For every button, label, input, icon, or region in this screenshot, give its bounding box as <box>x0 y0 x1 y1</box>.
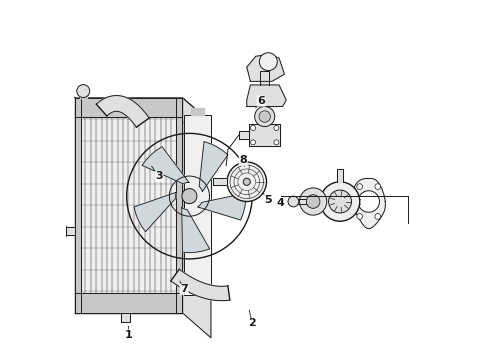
Text: 3: 3 <box>155 171 163 181</box>
Text: 6: 6 <box>257 96 265 106</box>
Polygon shape <box>239 131 249 139</box>
Circle shape <box>375 184 381 189</box>
Polygon shape <box>171 269 230 301</box>
Polygon shape <box>80 91 87 98</box>
Polygon shape <box>74 293 182 313</box>
Circle shape <box>358 191 379 212</box>
Circle shape <box>259 53 277 71</box>
Polygon shape <box>260 71 269 85</box>
Circle shape <box>243 178 250 185</box>
Polygon shape <box>97 95 149 127</box>
Circle shape <box>259 111 270 122</box>
Text: 8: 8 <box>239 155 247 165</box>
Polygon shape <box>134 192 176 232</box>
Text: 7: 7 <box>180 284 188 294</box>
Polygon shape <box>182 208 210 253</box>
Circle shape <box>182 189 197 204</box>
Polygon shape <box>66 227 74 234</box>
Polygon shape <box>247 85 286 107</box>
Polygon shape <box>182 98 211 338</box>
Polygon shape <box>74 98 182 313</box>
Circle shape <box>375 213 381 219</box>
Polygon shape <box>247 54 285 81</box>
Circle shape <box>250 140 256 145</box>
Circle shape <box>274 140 279 145</box>
Circle shape <box>250 126 256 131</box>
Polygon shape <box>74 98 81 313</box>
Polygon shape <box>294 199 313 204</box>
Polygon shape <box>142 147 189 184</box>
Polygon shape <box>213 178 227 185</box>
Polygon shape <box>191 108 204 115</box>
Polygon shape <box>176 98 182 313</box>
Circle shape <box>299 188 327 215</box>
Circle shape <box>329 190 351 213</box>
Text: 4: 4 <box>277 198 285 208</box>
Text: 2: 2 <box>248 319 256 328</box>
Polygon shape <box>249 125 280 146</box>
Polygon shape <box>198 193 246 220</box>
Polygon shape <box>352 179 385 229</box>
Polygon shape <box>337 169 343 182</box>
Circle shape <box>288 196 299 207</box>
Circle shape <box>357 213 363 219</box>
Circle shape <box>274 126 279 131</box>
Circle shape <box>255 107 275 127</box>
Circle shape <box>320 182 360 221</box>
Polygon shape <box>354 199 360 204</box>
Text: 1: 1 <box>124 330 132 340</box>
Polygon shape <box>121 313 129 321</box>
Polygon shape <box>199 141 228 192</box>
Polygon shape <box>74 98 211 123</box>
Polygon shape <box>184 115 211 296</box>
Polygon shape <box>60 226 66 236</box>
Circle shape <box>227 162 267 202</box>
Text: 5: 5 <box>265 195 272 205</box>
Polygon shape <box>74 98 182 117</box>
Circle shape <box>306 195 320 208</box>
Circle shape <box>357 184 363 189</box>
Circle shape <box>77 85 90 98</box>
